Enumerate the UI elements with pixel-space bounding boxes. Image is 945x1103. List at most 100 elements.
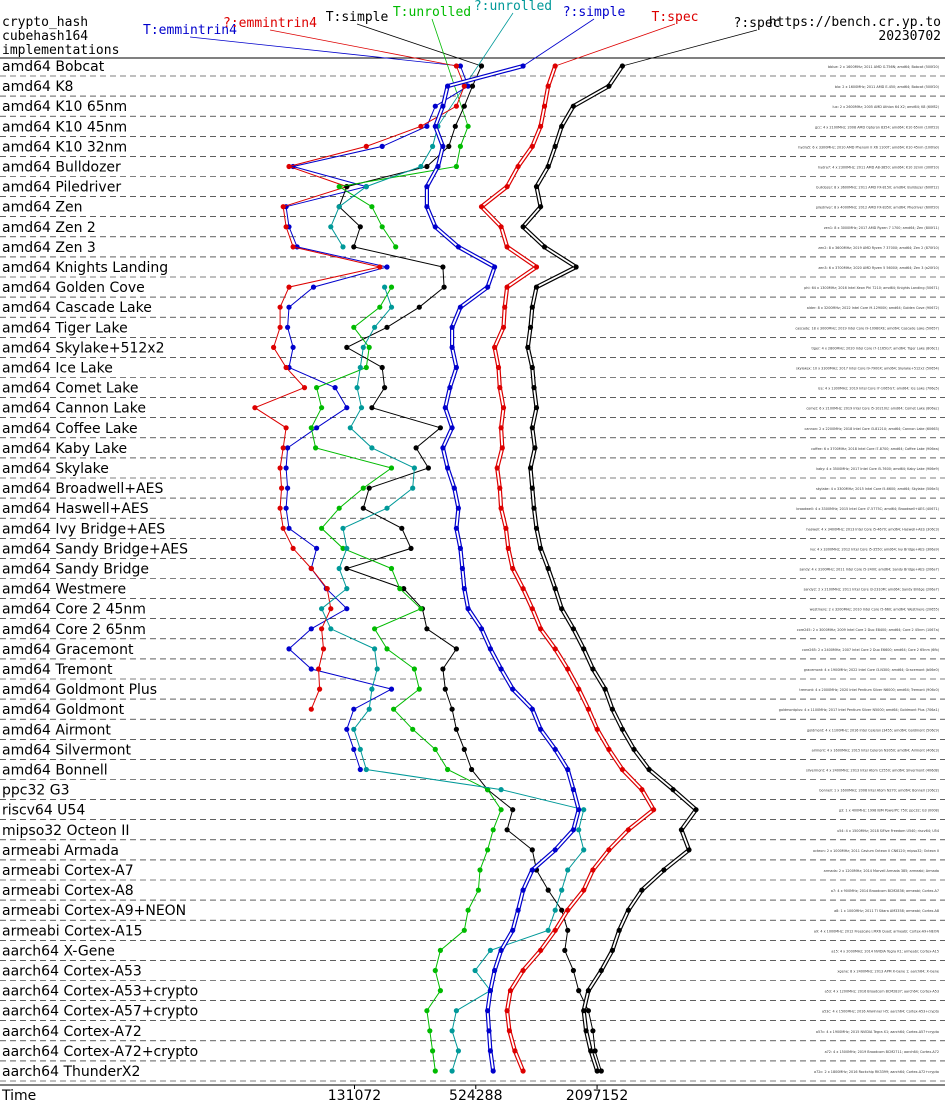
data-point <box>314 545 320 552</box>
host-note: core245: 2 x 3000MHz; 2009 Intel Core 2 … <box>797 628 940 632</box>
data-point <box>529 143 535 149</box>
cpu-label-armeabi-cortex-a15: armeabi Cortex-A15 <box>2 923 143 939</box>
data-point <box>497 485 503 491</box>
data-point <box>411 465 417 471</box>
data-point <box>455 244 461 250</box>
data-point <box>317 686 323 692</box>
data-point <box>425 465 431 471</box>
data-point <box>504 184 510 190</box>
cpu-label-amd64-k10-32nm: amd64 K10 32nm <box>2 139 127 155</box>
data-point <box>424 1008 430 1014</box>
x-tick-label: 131072 <box>328 1088 381 1103</box>
data-point <box>552 907 558 913</box>
host-note: broadwell: 4 x 3300MHz; 2015 Intel Core … <box>796 507 939 511</box>
cpu-label-aarch64-cortex-a57-crypto: aarch64 Cortex-A57+crypto <box>2 1004 198 1020</box>
host-note: cannon: 2 x 2200MHz; 2018 Intel Core i3-… <box>805 427 940 431</box>
data-point <box>661 867 667 873</box>
cpu-label-amd64-comet-lake: amd64 Comet Lake <box>2 381 139 397</box>
data-point <box>585 1008 592 1014</box>
data-point <box>478 204 485 210</box>
cpu-label-amd64-piledriver: amd64 Piledriver <box>2 180 121 196</box>
data-point <box>461 83 467 89</box>
data-point <box>590 1028 596 1034</box>
cpu-label-amd64-knights-landing: amd64 Knights Landing <box>2 260 168 276</box>
data-point <box>562 947 568 954</box>
data-point <box>363 766 369 773</box>
cpu-label-amd64-skylake-512x2: amd64 Skylake+512x2 <box>2 340 164 356</box>
cpu-label-amd64-sandy-bridge: amd64 Sandy Bridge <box>2 562 149 578</box>
legend-entry-t-unrolled: T:unrolled <box>393 5 471 20</box>
title-line-2: cubehash164 <box>2 29 88 44</box>
data-point <box>465 606 471 612</box>
data-point <box>432 746 438 753</box>
legend-entry-unrolled: ?:unrolled <box>474 0 552 14</box>
data-point <box>308 626 314 632</box>
host-note: bonnell: 1 x 1600MHz; 2008 Intel Atom N2… <box>819 789 939 793</box>
cpu-label-amd64-cannon-lake: amd64 Cannon Lake <box>2 401 146 417</box>
data-point <box>369 405 375 411</box>
x-tick-label: 524288 <box>449 1088 502 1103</box>
data-point <box>533 264 540 270</box>
data-point <box>497 385 503 391</box>
data-point <box>678 827 685 833</box>
data-point <box>570 787 577 793</box>
data-point <box>424 204 430 210</box>
data-point <box>520 1068 526 1074</box>
host-note: bulldozer: 8 x 3600MHz; 2011 AMD FX-8150… <box>816 186 939 190</box>
data-point <box>369 686 375 692</box>
data-point <box>388 565 395 572</box>
data-point <box>538 947 544 954</box>
data-point <box>487 947 493 954</box>
data-point <box>384 646 390 652</box>
data-point <box>277 505 283 511</box>
data-point <box>490 1068 496 1074</box>
data-point <box>437 425 443 431</box>
data-point <box>391 706 397 712</box>
data-point <box>457 63 463 69</box>
data-point <box>538 626 544 632</box>
data-point <box>445 83 451 89</box>
data-point <box>369 445 375 451</box>
cpu-label-amd64-core-2-65nm: amd64 Core 2 65nm <box>2 622 146 638</box>
data-point <box>351 244 357 250</box>
data-point <box>585 988 592 994</box>
data-point <box>277 465 283 471</box>
data-point <box>590 867 596 873</box>
data-point <box>366 344 372 350</box>
data-point <box>360 505 366 511</box>
data-point <box>290 244 296 250</box>
cpu-label-amd64-ivy-bridge-aes: amd64 Ivy Bridge+AES <box>2 521 165 537</box>
data-point <box>492 967 498 974</box>
data-point <box>286 646 292 652</box>
cpu-label-amd64-goldmont: amd64 Goldmont <box>2 702 125 718</box>
data-point <box>552 847 558 853</box>
data-point <box>432 967 438 974</box>
cpu-label-amd64-airmont: amd64 Airmont <box>2 722 111 738</box>
cpu-label-amd64-ice-lake: amd64 Ice Lake <box>2 361 113 377</box>
host-note: sandy2: 2 x 2100MHz; 2011 Intel Core i3-… <box>804 588 940 592</box>
data-point <box>588 1048 594 1054</box>
data-point <box>440 666 446 672</box>
data-point <box>310 284 317 290</box>
data-point <box>538 726 544 732</box>
data-point <box>336 184 342 190</box>
data-point <box>344 565 350 572</box>
data-point <box>308 565 314 572</box>
cpu-label-armeabi-cortex-a9-neon: armeabi Cortex-A9+NEON <box>2 903 186 919</box>
data-point <box>492 344 498 350</box>
data-point <box>301 385 308 391</box>
data-point <box>344 405 350 411</box>
series-t-spec <box>478 63 657 1074</box>
data-point <box>328 626 334 632</box>
data-point <box>408 545 414 552</box>
series-line <box>320 286 585 1072</box>
data-point <box>503 525 509 531</box>
data-point <box>478 626 485 632</box>
x-axis-label: Time <box>1 1088 36 1103</box>
data-point <box>639 787 645 793</box>
host-note: zen3: 6 x 3700MHz; 2020 AMD Ryzen 5 5600… <box>818 266 939 270</box>
series-line-outer <box>479 65 656 1072</box>
data-point <box>449 1028 455 1034</box>
data-point <box>363 364 369 371</box>
data-point <box>410 485 416 491</box>
